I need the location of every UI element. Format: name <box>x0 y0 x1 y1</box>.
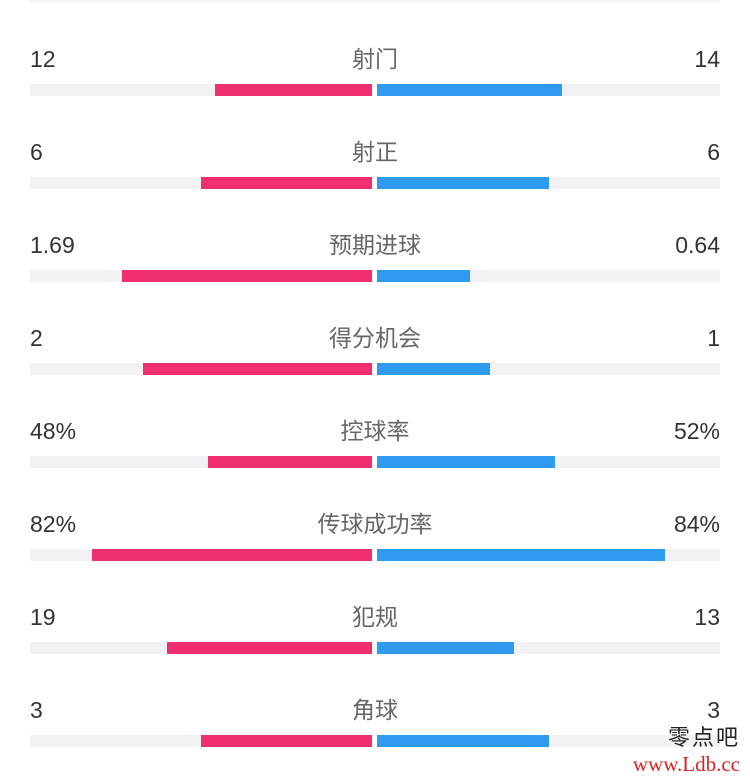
away-bar <box>377 270 470 282</box>
stat-row-shots: 12 射门 14 <box>0 44 750 104</box>
stat-label: 得分机会 <box>329 325 421 351</box>
away-value: 3 <box>707 697 720 723</box>
stat-row-pass-accuracy: 82% 传球成功率 84% <box>0 509 750 569</box>
away-bar <box>377 456 556 468</box>
away-bar-track <box>377 735 720 747</box>
watermark-url: www.Ldb.cc <box>632 752 740 776</box>
stat-row-corners: 3 角球 3 <box>0 695 750 755</box>
home-bar-track <box>30 177 372 189</box>
away-bar-track <box>377 642 720 654</box>
stat-label: 角球 <box>352 697 398 723</box>
away-value: 0.64 <box>675 232 720 258</box>
home-bar <box>91 549 372 561</box>
away-value: 14 <box>694 46 720 72</box>
away-bar <box>377 642 515 654</box>
home-bar-track <box>30 549 372 561</box>
stat-label: 传球成功率 <box>317 511 433 537</box>
home-value: 1.69 <box>30 232 75 258</box>
away-value: 84% <box>673 511 720 537</box>
stat-label: 射门 <box>352 46 398 72</box>
home-value: 3 <box>30 697 43 723</box>
away-value: 6 <box>707 139 720 165</box>
stat-label: 控球率 <box>340 418 410 444</box>
stat-row-expected-goals: 1.69 预期进球 0.64 <box>0 230 750 290</box>
top-divider <box>30 0 720 2</box>
away-bar <box>377 363 491 375</box>
home-bar-track <box>30 363 372 375</box>
away-value: 1 <box>707 325 720 351</box>
home-bar-track <box>30 456 372 468</box>
home-value: 82% <box>30 511 77 537</box>
away-value: 13 <box>694 604 720 630</box>
home-value: 12 <box>30 46 56 72</box>
home-bar <box>214 84 372 96</box>
away-bar <box>377 549 666 561</box>
home-value: 2 <box>30 325 43 351</box>
home-bar-track <box>30 270 372 282</box>
away-value: 52% <box>673 418 720 444</box>
home-bar <box>166 642 372 654</box>
watermark: 零点吧 www.Ldb.cc <box>633 726 740 776</box>
watermark-text: 零点吧 <box>667 726 740 751</box>
away-bar-track <box>377 549 720 561</box>
stat-row-shots-on-target: 6 射正 6 <box>0 137 750 197</box>
home-value: 6 <box>30 139 43 165</box>
home-bar <box>201 177 372 189</box>
away-bar <box>377 735 549 747</box>
away-bar-track <box>377 177 720 189</box>
home-value: 48% <box>30 418 77 444</box>
away-bar-track <box>377 84 720 96</box>
stat-label: 犯规 <box>352 604 398 630</box>
stat-row-big-chances: 2 得分机会 1 <box>0 323 750 383</box>
away-bar <box>377 84 563 96</box>
stat-label: 预期进球 <box>329 232 421 258</box>
home-bar <box>142 363 372 375</box>
away-bar-track <box>377 456 720 468</box>
home-bar-track <box>30 735 372 747</box>
home-bar-track <box>30 84 372 96</box>
home-bar <box>207 456 372 468</box>
stat-row-possession: 48% 控球率 52% <box>0 416 750 476</box>
stat-row-fouls: 19 犯规 13 <box>0 602 750 662</box>
home-bar <box>122 270 372 282</box>
away-bar <box>377 177 549 189</box>
home-value: 19 <box>30 604 56 630</box>
away-bar-track <box>377 270 720 282</box>
home-bar <box>201 735 372 747</box>
stat-label: 射正 <box>352 139 398 165</box>
home-bar-track <box>30 642 372 654</box>
away-bar-track <box>377 363 720 375</box>
